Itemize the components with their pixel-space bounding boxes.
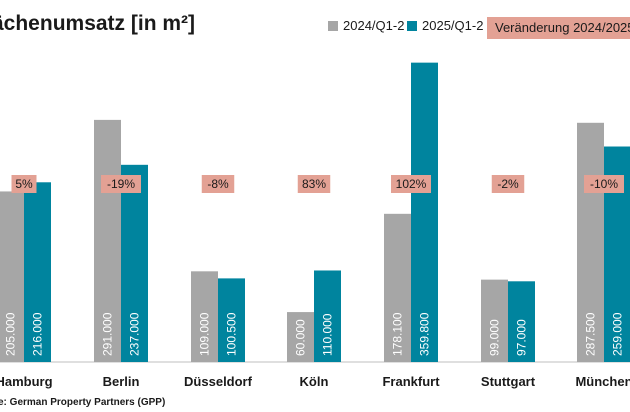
legend-item-2025: 2025/Q1-2: [407, 18, 483, 33]
bar-2025-0: [24, 182, 51, 362]
category-label-6: München: [575, 374, 630, 389]
bar-2024-0: [0, 191, 24, 362]
legend-label-2024: 2024/Q1-2: [343, 18, 405, 33]
category-label-2: Düsseldorf: [184, 374, 253, 389]
change-badge-4: [391, 175, 431, 193]
data-label-2024-1: 291.000: [101, 312, 115, 356]
bar-2024-5: [481, 279, 508, 362]
bar-2024-2: [191, 271, 218, 362]
change-badge-1: [101, 175, 141, 193]
legend-swatch-2024: [328, 20, 338, 31]
data-label-2024-2: 109.000: [198, 312, 212, 356]
category-label-4: Frankfurt: [382, 374, 440, 389]
legend-change-label: Veränderung 2024/2025: [487, 17, 630, 39]
legend-label-2025: 2025/Q1-2: [422, 18, 484, 33]
data-label-2024-4: 178.100: [391, 312, 405, 356]
bar-2025-3: [314, 270, 341, 362]
change-label-5: -2%: [497, 177, 519, 191]
data-label-2025-0: 216.000: [31, 312, 45, 356]
category-label-0: Hamburg: [0, 374, 53, 389]
bar-2024-6: [577, 122, 604, 362]
bar-2024-1: [94, 119, 121, 362]
chart-title: ächenumsatz [in m²]: [0, 12, 196, 35]
change-badge-3: [297, 175, 331, 193]
bar-2025-1: [121, 164, 148, 362]
change-badge-5: [491, 175, 525, 193]
bar-2025-2: [218, 278, 245, 362]
data-label-2024-5: 99.000: [488, 319, 502, 356]
data-label-2024-3: 60.000: [294, 319, 308, 356]
change-label-1: -19%: [107, 177, 135, 191]
change-label-4: 102%: [396, 177, 427, 191]
change-label-6: -10%: [590, 177, 618, 191]
bar-2025-5: [508, 281, 535, 362]
data-label-2025-6: 259.000: [611, 312, 625, 356]
change-label-3: 83%: [302, 177, 326, 191]
change-badge-0: [11, 175, 37, 193]
data-label-2024-6: 287.500: [584, 312, 598, 356]
bar-2025-4: [411, 62, 438, 363]
source-note: e: German Property Partners (GPP): [0, 397, 166, 408]
data-label-2025-5: 97.000: [515, 319, 529, 356]
change-badge-6: [584, 175, 624, 193]
data-label-2025-2: 100.500: [225, 312, 239, 356]
category-label-5: Stuttgart: [481, 374, 536, 389]
data-label-2025-4: 359.800: [418, 312, 432, 356]
change-label-0: 5%: [15, 177, 33, 191]
change-label-2: -8%: [207, 177, 229, 191]
legend-swatch-2025: [407, 20, 417, 31]
bar-2024-3: [287, 312, 314, 362]
bar-2024-4: [384, 213, 411, 362]
category-label-3: Köln: [300, 374, 329, 389]
category-label-1: Berlin: [103, 374, 140, 389]
change-badge-2: [201, 175, 235, 193]
data-label-2024-0: 205.000: [4, 312, 18, 356]
legend-item-2024: 2024/Q1-2: [328, 18, 404, 33]
data-label-2025-3: 110.000: [321, 313, 335, 356]
data-label-2025-1: 237.000: [128, 312, 142, 356]
